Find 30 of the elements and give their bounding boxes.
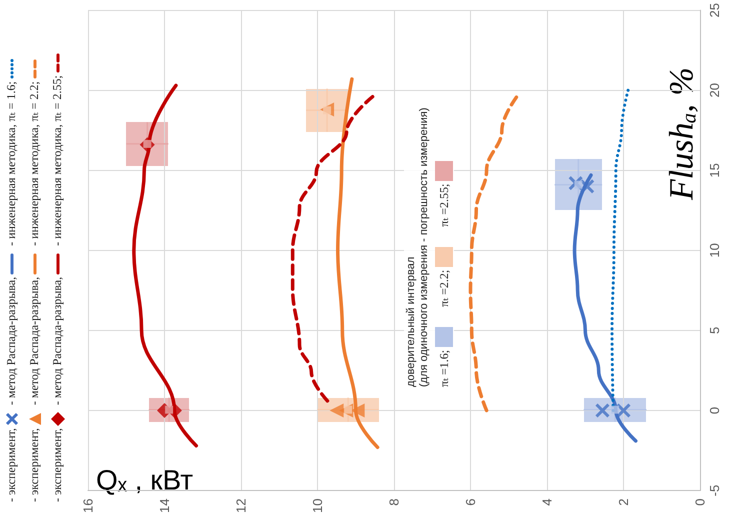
x-tick-label: 16 (80, 498, 96, 514)
legend-label: πₜ =2.2; (436, 270, 452, 307)
x-tick-label: 10 (310, 498, 325, 514)
y-tick-label: 25 (707, 2, 722, 18)
x-tick-label: 2 (616, 498, 631, 506)
legend-title: доверительный интервал (для одиночного измерения - погрешность измерения) (405, 108, 431, 387)
x-tick-label: 14 (157, 498, 172, 514)
legend-label: - инженерная методика, πₜ = 2.55; (50, 75, 65, 246)
y-tick-label: 5 (707, 326, 722, 334)
legend-label: - метод Распада-разрыва, (27, 276, 42, 406)
legend-label: - инженерная методика, πₜ = 2.2; (27, 81, 42, 246)
x-tick-label: 12 (234, 498, 248, 514)
y-tick-label: 15 (707, 163, 722, 178)
legend-label: - эксперимент, (27, 428, 42, 502)
legend-label: - эксперимент, (50, 428, 65, 502)
legend-label: - метод Распада-разрыва, (50, 276, 65, 406)
y-tick-label: 20 (707, 83, 722, 98)
legend-label: πₜ =2.55; (436, 184, 452, 227)
x-tick-label: 0 (692, 498, 708, 506)
legend-label: πₜ =1.6; (436, 350, 452, 387)
y-tick-label: 10 (707, 243, 722, 258)
x-tick-label: 6 (463, 498, 478, 506)
legend-label: - эксперимент, (4, 428, 19, 502)
y-tick-label: -5 (707, 484, 722, 496)
y-axis-title: Flushₐ, % (664, 67, 700, 201)
legend-label: - инженерная методика, πₜ = 1.6; (4, 81, 19, 246)
x-tick-label: 4 (540, 498, 554, 506)
x-tick-label: 8 (386, 498, 402, 506)
legend-label: - метод Распада-разрыва, (4, 276, 19, 406)
y-tick-label: 0 (707, 406, 722, 414)
